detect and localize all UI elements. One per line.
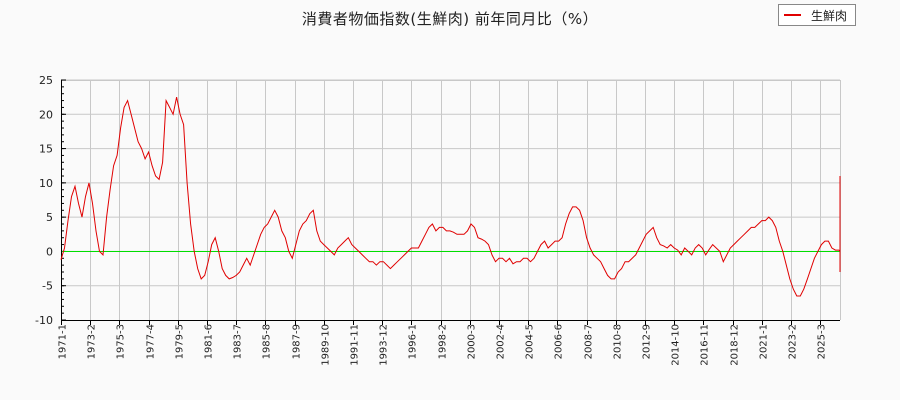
- chart-title: 消費者物価指数(生鮮肉) 前年同月比（%）: [301, 10, 599, 28]
- x-tick-label: 2021-1: [759, 324, 770, 359]
- x-tick-label: 2000-3: [467, 324, 478, 359]
- x-tick-label: 1983-7: [233, 324, 244, 359]
- x-tick-label: 1985-8: [262, 324, 273, 359]
- y-tick-label: 0: [46, 245, 53, 258]
- x-tick-label: 1989-10: [321, 324, 332, 366]
- y-tick-label: 20: [39, 108, 53, 121]
- y-tick-label: -10: [35, 314, 53, 327]
- x-tick-label: 2010-8: [613, 324, 624, 359]
- y-tick-label: 25: [39, 74, 53, 87]
- legend: 生鮮肉: [778, 4, 856, 26]
- x-tick-label: 2018-12: [730, 324, 741, 366]
- legend-swatch-icon: [784, 14, 801, 16]
- legend-label: 生鮮肉: [811, 8, 848, 23]
- x-tick-label: 1975-3: [116, 324, 127, 359]
- series-line-fresh-meat: [60, 97, 841, 297]
- y-tick-label: 5: [46, 211, 53, 224]
- x-tick-label: 1979-5: [175, 324, 186, 359]
- x-tick-label: 1998-2: [438, 324, 449, 359]
- x-tick-label: 2023-2: [788, 324, 799, 359]
- x-tick-label: 1993-12: [379, 324, 390, 366]
- x-tick-label: 2014-10: [671, 324, 682, 366]
- x-tick-label: 1987-9: [292, 324, 303, 359]
- x-axis-ticks: 1971-1 1973-2 1975-3 1977-4 1979-5 1981-6 1983…: [58, 320, 828, 366]
- x-tick-label: 2025-3: [817, 324, 828, 359]
- x-tick-label: 1977-4: [146, 324, 157, 359]
- y-tick-label: 10: [39, 177, 53, 190]
- x-tick-label: 2006-6: [554, 324, 565, 359]
- axes: [61, 80, 840, 321]
- x-tick-label: 2016-11: [700, 324, 711, 366]
- y-tick-label: 15: [39, 143, 53, 156]
- x-tick-label: 1991-11: [350, 324, 361, 366]
- x-tick-label: 1996-1: [408, 324, 419, 359]
- x-tick-label: 2012-9: [642, 324, 653, 359]
- x-tick-label: 1971-1: [58, 324, 69, 359]
- x-tick-label: 1981-6: [204, 324, 215, 359]
- x-tick-label: 2004-5: [525, 324, 536, 359]
- y-axis-ticks: 25 20 15 10 5 0 -5 -10: [35, 74, 66, 327]
- x-tick-label: 2008-7: [584, 324, 595, 359]
- x-tick-label: 1973-2: [87, 324, 98, 359]
- y-tick-label: -5: [42, 280, 53, 293]
- grid-lines: [61, 79, 841, 320]
- x-tick-label: 2002-4: [496, 324, 507, 359]
